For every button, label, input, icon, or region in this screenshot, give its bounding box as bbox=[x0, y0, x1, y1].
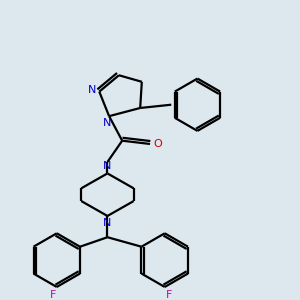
Text: F: F bbox=[166, 290, 172, 300]
Text: N: N bbox=[103, 218, 112, 228]
Text: N: N bbox=[103, 118, 112, 128]
Text: N: N bbox=[103, 161, 112, 171]
Text: F: F bbox=[50, 290, 56, 300]
Text: N: N bbox=[88, 85, 96, 95]
Text: O: O bbox=[154, 139, 163, 149]
